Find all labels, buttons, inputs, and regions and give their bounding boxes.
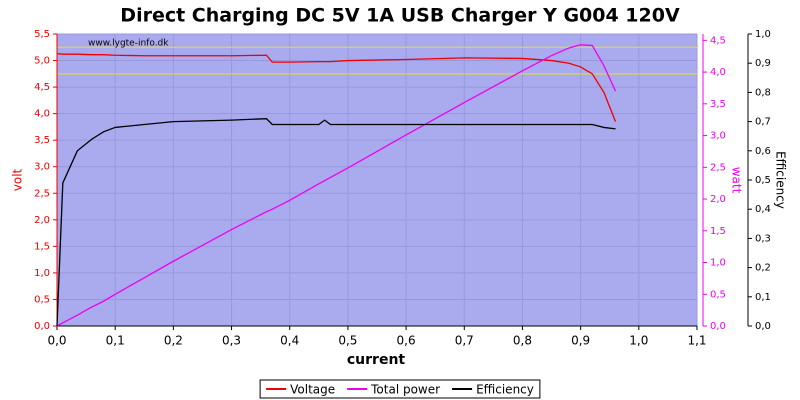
legend-label: Voltage <box>290 383 335 397</box>
y-tick-label: 4,5 <box>710 35 726 46</box>
y-tick-label: 0,3 <box>755 233 771 244</box>
y-axis-label: volt <box>11 168 25 191</box>
x-axis-label: current <box>347 352 406 368</box>
y-tick-label: 0,0 <box>710 321 726 332</box>
plot-area <box>57 34 697 326</box>
x-tick-label: 0,9 <box>571 334 590 348</box>
y-tick-label: 1,0 <box>755 29 771 40</box>
y-tick-label: 3,5 <box>710 99 726 110</box>
y-tick-label: 1,5 <box>710 226 726 237</box>
y-tick-label: 2,5 <box>710 162 726 173</box>
y-tick-label: 3,0 <box>34 162 50 173</box>
x-tick-label: 0,2 <box>164 334 183 348</box>
x-tick-label: 0,7 <box>455 334 474 348</box>
y-tick-label: 4,5 <box>34 82 50 93</box>
y-tick-label: 1,5 <box>34 241 50 252</box>
x-tick-label: 0,3 <box>222 334 241 348</box>
y-tick-label: 2,0 <box>34 215 50 226</box>
y-tick-label: 4,0 <box>710 67 726 78</box>
y-tick-label: 0,5 <box>710 289 726 300</box>
y-tick-label: 0,2 <box>755 263 771 274</box>
y-tick-label: 0,5 <box>755 175 771 186</box>
y-tick-label: 1,0 <box>34 268 50 279</box>
chart-title: Direct Charging DC 5V 1A USB Charger Y G… <box>120 5 680 27</box>
legend-label: Total power <box>370 383 440 397</box>
y-tick-label: 5,5 <box>34 29 50 40</box>
x-tick-label: 0,8 <box>513 334 532 348</box>
y3-axis-label: Efficiency <box>774 151 788 209</box>
x-tick-label: 1,0 <box>629 334 648 348</box>
y-tick-label: 3,0 <box>710 131 726 142</box>
y-tick-label: 3,5 <box>34 135 50 146</box>
y-tick-label: 0,8 <box>755 87 771 98</box>
y-tick-label: 2,0 <box>710 194 726 205</box>
series-line <box>56 52 617 122</box>
y-tick-label: 0,5 <box>34 294 50 305</box>
x-tick-label: 0,6 <box>397 334 416 348</box>
y-tick-label: 0,0 <box>755 321 771 332</box>
x-tick-label: 0,0 <box>47 334 66 348</box>
y-tick-label: 0,1 <box>755 292 771 303</box>
x-tick-label: 1,1 <box>687 334 706 348</box>
x-tick-label: 0,1 <box>106 334 125 348</box>
series-line <box>56 44 617 327</box>
y-tick-label: 0,4 <box>755 204 771 215</box>
legend-box <box>259 379 541 399</box>
y-tick-label: 0,7 <box>755 117 771 128</box>
x-tick-label: 0,4 <box>280 334 299 348</box>
legend: Voltage Total power Efficiency <box>259 379 541 399</box>
x-tick-label: 0,5 <box>338 334 357 348</box>
y-tick-label: 0,0 <box>34 321 50 332</box>
watermark: www.lygte-info.dk <box>88 39 169 49</box>
y-tick-label: 4,0 <box>34 109 50 120</box>
y-tick-label: 2,5 <box>34 188 50 199</box>
y-tick-label: 0,6 <box>755 146 771 157</box>
y-tick-label: 5,0 <box>34 56 50 67</box>
y2-axis-label: watt <box>730 167 744 194</box>
y-tick-label: 0,9 <box>755 58 771 69</box>
legend-label: Efficiency <box>476 383 534 397</box>
series-line <box>56 118 616 327</box>
y-tick-label: 1,0 <box>710 258 726 269</box>
